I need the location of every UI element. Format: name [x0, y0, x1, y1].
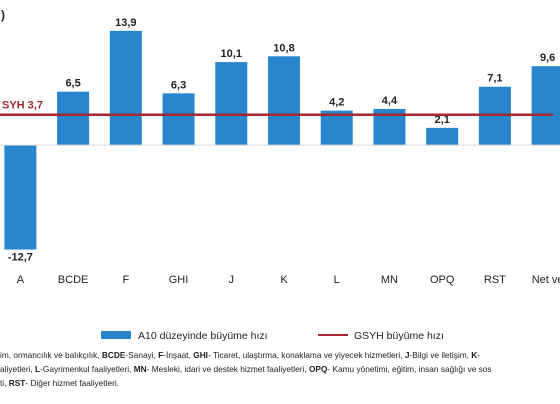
value-label-a: -12,7	[8, 252, 33, 264]
value-label-k: 10,8	[273, 42, 294, 54]
footnote-line2-segment: - Kamu yönetimi, eğitim, insan sağlığı v…	[327, 364, 492, 374]
footnote-line-2: aliyetleri, L-Gayrimenkul faaliyetleri, …	[0, 364, 560, 375]
footnote-line-1: im, ormancılık ve balıkçılık, BCDE-Sanay…	[0, 350, 560, 361]
bars-group	[4, 30, 560, 250]
footnote-line1-segment: -Bilgi ve iletişim,	[409, 350, 472, 360]
bar-ghi	[162, 93, 195, 146]
footnote-line2-segment: aliyetleri,	[0, 364, 36, 374]
legend-swatch-bar	[101, 331, 131, 339]
value-labels-group: -12,7 6,5 13,9 6,3 10,1 10,8 4,2 4,4 2,1 7,1 9,6	[8, 17, 555, 264]
legend: A10 düzeyinde büyüme hızı GSYH büyüme hı…	[101, 330, 444, 342]
footnote-line2-segment: - Mesleki, idari ve destek hizmet faaliy…	[146, 364, 309, 374]
bar-f	[109, 30, 142, 146]
footnote-line1-segment: -İnşaat,	[163, 350, 194, 360]
x-tick-label-j: J	[229, 274, 235, 286]
footnote-line3-segment: ti,	[0, 378, 9, 388]
x-tick-label-k: K	[280, 274, 288, 286]
chart-title-fragment: )	[1, 8, 5, 22]
x-tick-label-opq: OPQ	[430, 274, 455, 286]
footnote-line2-segment: MN	[133, 364, 147, 374]
footnote-line1-segment: im, ormancılık ve balıkçılık,	[0, 350, 102, 360]
legend-label-line: GSYH büyüme hızı	[354, 330, 444, 342]
footnote-line1-segment: J	[404, 350, 410, 360]
value-label-mn: 4,4	[382, 95, 398, 107]
value-label-bcde: 6,5	[65, 78, 80, 90]
footnote-line3-segment: RST	[8, 378, 26, 388]
bar-k	[268, 56, 300, 146]
x-tick-label-f: F	[122, 274, 129, 286]
value-label-j: 10,1	[221, 48, 242, 60]
footnote-line1-segment: -	[477, 350, 481, 360]
x-tick-label-a: A	[17, 274, 25, 286]
bar-a	[4, 145, 37, 250]
bar-l	[320, 110, 353, 146]
footnote-line-3: ti, RST- Diğer hizmet faaliyetleri.	[0, 378, 560, 389]
x-tick-label-net-vergi: Net ve	[532, 274, 560, 286]
value-label-net-vergi: 9,6	[540, 52, 555, 64]
x-tick-label-ghi: GHI	[169, 274, 189, 286]
bar-opq	[426, 127, 459, 146]
bar-bcde	[57, 91, 90, 146]
value-label-l: 4,2	[329, 97, 344, 109]
footnote-line2-segment: OPQ	[308, 364, 328, 374]
footnote-line1-segment: F	[158, 350, 164, 360]
footnote-line2-segment: -Gayrimenkul faaliyetleri,	[40, 364, 134, 374]
footnote-line1-segment: BCDE	[101, 350, 126, 360]
value-label-f: 13,9	[115, 17, 136, 29]
legend-label-bar: A10 düzeyinde büyüme hızı	[138, 330, 268, 342]
value-label-ghi: 6,3	[171, 79, 186, 91]
x-tick-label-l: L	[334, 274, 340, 286]
value-label-rst: 7,1	[487, 73, 502, 85]
x-tick-label-bcde: BCDE	[58, 274, 89, 286]
value-label-opq: 2,1	[435, 114, 450, 126]
bar-net-vergi	[531, 66, 560, 146]
footnote-line3-segment: - Diğer hizmet faaliyetleri.	[25, 378, 119, 388]
bar-j	[215, 62, 248, 146]
gsyh-reference-label: SYH 3,7	[2, 100, 43, 112]
x-tick-label-mn: MN	[381, 274, 398, 286]
footnote-line1-segment: - Ticaret, ulaştırma, konaklama ve yiyec…	[208, 350, 405, 360]
footnote-line2-segment: L	[35, 364, 41, 374]
footnote-line1-segment: -Sanayi,	[125, 350, 159, 360]
x-tick-label-rst: RST	[484, 274, 506, 286]
x-axis-labels-group: A BCDE F GHI J K L MN OPQ RST Net ve	[17, 274, 560, 286]
footnote-line1-segment: GHI	[193, 350, 208, 360]
footnote-line1-segment: K	[471, 350, 478, 360]
